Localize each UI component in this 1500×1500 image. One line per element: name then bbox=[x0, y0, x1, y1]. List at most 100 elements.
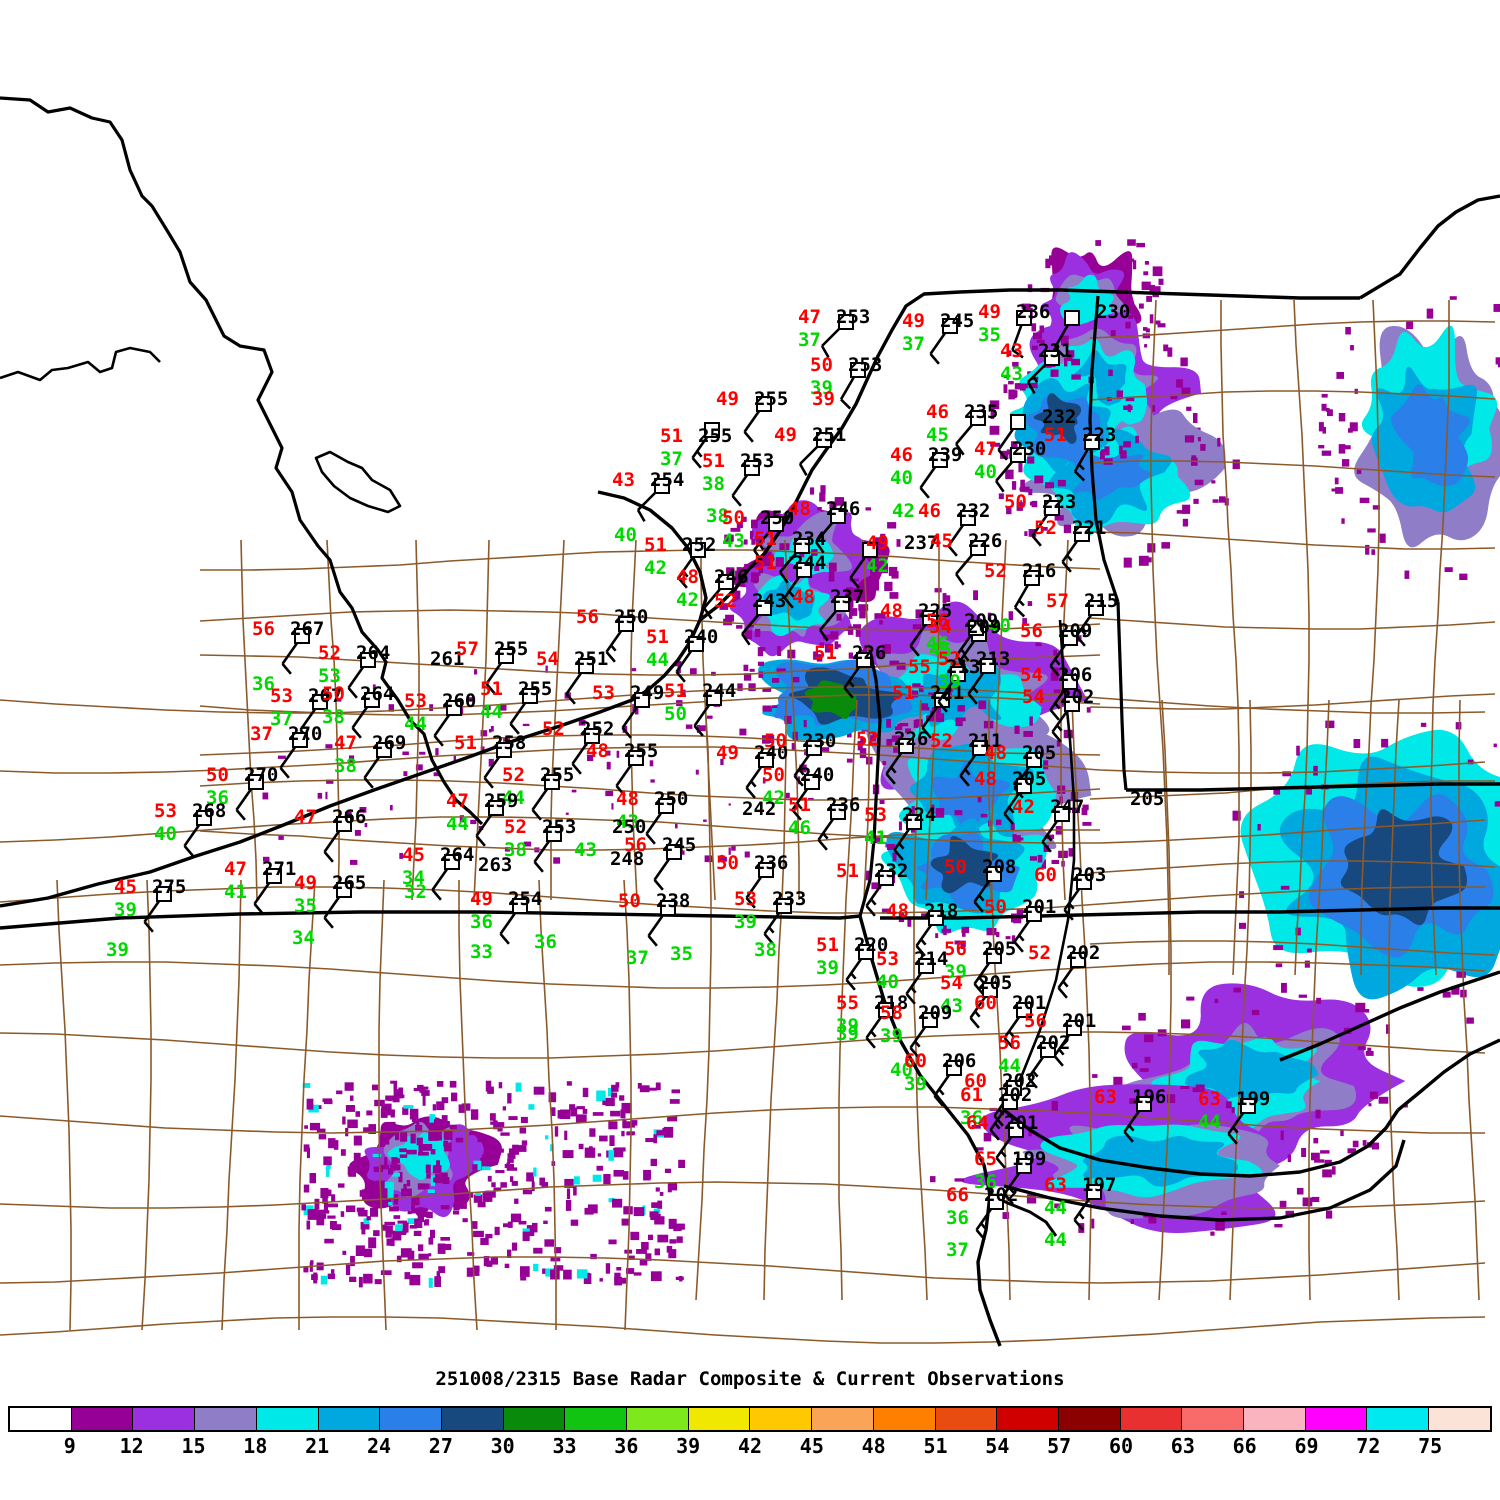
radar-echo-speckle bbox=[915, 609, 925, 619]
county-line-ne-h3 bbox=[1089, 531, 1496, 550]
radar-echo-speckle bbox=[1029, 501, 1037, 506]
station-dewpoint: 37 bbox=[946, 1239, 969, 1261]
radar-echo-speckle bbox=[550, 1144, 554, 1152]
radar-echo-speckle bbox=[873, 581, 879, 591]
radar-echo-speckle bbox=[611, 803, 614, 810]
radar-echo-speckle bbox=[1144, 261, 1149, 265]
radar-echo-speckle bbox=[820, 485, 826, 495]
map-canvas[interactable]: 47 253 37 49 245 37 49 236 35 230 50 253 39 43 231 43 49… bbox=[0, 0, 1500, 1360]
radar-echo-speckle bbox=[1336, 372, 1344, 379]
radar-echo-speckle bbox=[1003, 384, 1008, 394]
radar-echo-speckle bbox=[1273, 788, 1281, 795]
station-dewpoint: 39 bbox=[114, 899, 137, 921]
station-temperature: 53 bbox=[734, 888, 757, 910]
radar-echo-speckle bbox=[278, 835, 284, 840]
radar-echo-speckle bbox=[889, 660, 899, 665]
radar-echo-speckle bbox=[954, 940, 961, 945]
radar-echo-speckle bbox=[671, 1089, 680, 1094]
radar-echo-speckle bbox=[674, 1223, 685, 1230]
radar-echo-speckle bbox=[471, 1221, 478, 1229]
radar-echo-speckle bbox=[847, 626, 854, 635]
county-line-v18 bbox=[1458, 699, 1480, 1301]
radar-echo-speckle bbox=[1274, 1224, 1283, 1228]
station-pressure: 255 bbox=[540, 764, 575, 786]
radar-echo-speckle bbox=[792, 676, 800, 683]
station-sky-cover-symbol bbox=[972, 740, 988, 756]
radar-echo-speckle bbox=[372, 1153, 382, 1158]
radar-echo-speckle bbox=[303, 1184, 310, 1193]
radar-echo-speckle bbox=[1281, 982, 1287, 993]
station-pressure: 270 bbox=[288, 723, 323, 745]
county-line-h9 bbox=[0, 1316, 1486, 1344]
station-pressure: 251 bbox=[812, 424, 847, 446]
station-dewpoint: 35 bbox=[978, 324, 1001, 346]
radar-echo-speckle bbox=[421, 1144, 433, 1151]
radar-echo-speckle bbox=[887, 522, 897, 529]
radar-echo-speckle bbox=[690, 668, 697, 675]
station-temperature: 53 bbox=[592, 682, 615, 704]
radar-echo-speckle bbox=[732, 576, 742, 583]
county-line-ne-h5 bbox=[1089, 693, 1496, 710]
radar-echo-speckle bbox=[1008, 611, 1014, 621]
radar-echo-speckle bbox=[393, 1082, 397, 1091]
radar-echo-speckle bbox=[584, 1147, 596, 1158]
radar-echo-speckle bbox=[402, 1222, 409, 1233]
radar-echo-speckle bbox=[475, 1192, 481, 1196]
radar-echo-speckle bbox=[853, 624, 862, 629]
radar-echo-speckle bbox=[511, 1180, 518, 1186]
radar-echo-speckle bbox=[911, 806, 915, 817]
radar-echo-speckle bbox=[1494, 801, 1500, 807]
radar-echo-speckle bbox=[345, 1264, 351, 1275]
page-title: 251008/2315 Base Radar Composite & Curre… bbox=[435, 1368, 1065, 1390]
radar-echo-speckle bbox=[757, 647, 764, 657]
station-temperature: 63 bbox=[1198, 1088, 1221, 1110]
station-temperature: 51 bbox=[660, 425, 683, 447]
station-temperature: 53 bbox=[864, 804, 887, 826]
station-temperature: 46 bbox=[890, 444, 913, 466]
station-dewpoint: 36 bbox=[960, 1107, 983, 1129]
radar-echo-speckle bbox=[637, 1083, 642, 1089]
colorbar-tick-63: 63 bbox=[1170, 1434, 1195, 1458]
station-pressure: 255 bbox=[698, 425, 733, 447]
radar-echo-speckle bbox=[517, 1145, 527, 1152]
radar-echo-speckle bbox=[1186, 406, 1192, 411]
radar-echo-speckle bbox=[1027, 456, 1035, 464]
radar-echo-speckle bbox=[1493, 304, 1500, 312]
radar-echo-speckle bbox=[368, 1237, 377, 1249]
radar-echo-speckle bbox=[386, 1238, 394, 1246]
radar-echo-speckle bbox=[1341, 518, 1345, 524]
radar-echo-speckle bbox=[1184, 435, 1195, 443]
colorbar-swatch-5 bbox=[318, 1408, 381, 1430]
station-pressure: 240 bbox=[800, 764, 835, 786]
station-temperature: 66 bbox=[946, 1184, 969, 1206]
radar-echo-speckle bbox=[384, 1157, 388, 1168]
radar-echo-speckle bbox=[1064, 357, 1068, 367]
radar-echo-speckle bbox=[511, 1242, 518, 1251]
radar-echo-speckle bbox=[744, 563, 751, 569]
radar-echo-speckle bbox=[804, 749, 807, 756]
radar-echo-speckle bbox=[318, 1134, 327, 1140]
coastline-ct-shore bbox=[1279, 970, 1500, 1062]
radar-echo-speckle bbox=[532, 1222, 538, 1233]
station-pressure: 244 bbox=[792, 552, 827, 574]
county-line-v12 bbox=[988, 700, 1011, 1301]
radar-echo-speckle bbox=[845, 587, 854, 597]
radar-echo-speckle bbox=[388, 1201, 393, 1206]
radar-echo-speckle bbox=[1031, 345, 1038, 351]
county-line-h3 bbox=[0, 886, 1485, 914]
radar-echo-speckle bbox=[1311, 1196, 1320, 1202]
radar-echo-speckle bbox=[347, 1166, 354, 1176]
station-dewpoint: 42 bbox=[762, 787, 785, 809]
station-sky-cover-symbol bbox=[522, 688, 538, 704]
radar-echo-speckle bbox=[1306, 948, 1312, 953]
radar-echo-speckle bbox=[337, 1183, 345, 1188]
radar-echo-speckle bbox=[1029, 716, 1033, 726]
station-pressure: 199 bbox=[1236, 1088, 1271, 1110]
radar-echo-speckle bbox=[1296, 1187, 1304, 1195]
station-dewpoint: 40 bbox=[876, 971, 899, 993]
radar-echo-speckle bbox=[440, 1243, 452, 1250]
radar-echo-speckle bbox=[636, 1249, 647, 1254]
radar-echo-speckle bbox=[1012, 481, 1017, 490]
station-dewpoint: 41 bbox=[224, 881, 247, 903]
station-sky-cover-symbol bbox=[584, 728, 600, 744]
